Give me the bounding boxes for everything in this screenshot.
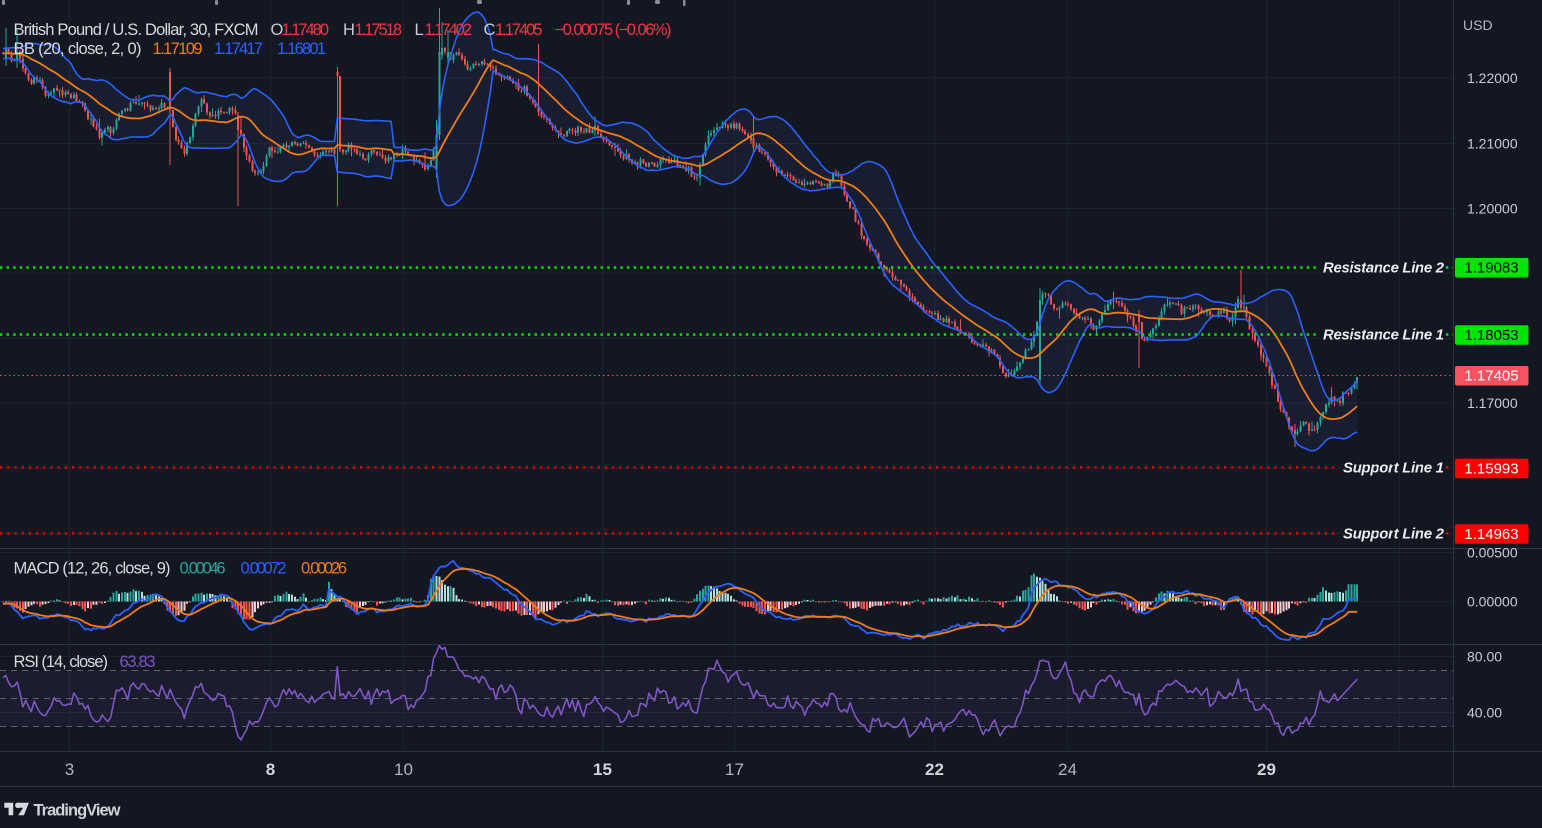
svg-text:80.00: 80.00 xyxy=(1467,649,1502,665)
svg-text:1.20000: 1.20000 xyxy=(1467,201,1518,217)
svg-text:3: 3 xyxy=(65,760,74,779)
svg-text:1.17405: 1.17405 xyxy=(495,21,543,39)
svg-text:22: 22 xyxy=(925,760,944,779)
svg-text:Resistance Line 1: Resistance Line 1 xyxy=(1323,327,1444,344)
svg-text:63.83: 63.83 xyxy=(120,653,156,671)
svg-text:Resistance Line 2: Resistance Line 2 xyxy=(1323,260,1445,277)
svg-text:Support Line 2: Support Line 2 xyxy=(1343,526,1445,543)
svg-text:RSI (14, close): RSI (14, close) xyxy=(14,653,109,671)
svg-text:−0.00075 (−0.06%): −0.00075 (−0.06%) xyxy=(555,21,672,39)
svg-text:1.16801: 1.16801 xyxy=(277,40,326,58)
svg-text:1.17405: 1.17405 xyxy=(1464,368,1518,385)
svg-text:TradingView: TradingView xyxy=(34,802,121,820)
svg-text:24: 24 xyxy=(1058,760,1077,779)
svg-text:C: C xyxy=(484,21,496,39)
svg-text:1.17480: 1.17480 xyxy=(282,21,330,39)
svg-text:1.22000: 1.22000 xyxy=(1467,70,1518,86)
svg-text:1.15993: 1.15993 xyxy=(1464,461,1518,478)
svg-text:0.00026: 0.00026 xyxy=(301,560,347,578)
svg-text:0.00000: 0.00000 xyxy=(1467,594,1518,610)
svg-text:1.18053: 1.18053 xyxy=(1464,327,1518,344)
svg-text:Support Line 1: Support Line 1 xyxy=(1343,460,1444,477)
svg-text:1.14963: 1.14963 xyxy=(1464,526,1518,543)
svg-text:BB (20, close, 2, 0): BB (20, close, 2, 0) xyxy=(14,40,142,58)
svg-text:1.21000: 1.21000 xyxy=(1467,136,1518,152)
svg-text:10: 10 xyxy=(394,760,413,779)
svg-text:O: O xyxy=(271,21,284,39)
svg-text:1.17109: 1.17109 xyxy=(153,40,203,58)
svg-text:1.17402: 1.17402 xyxy=(425,21,473,39)
svg-text:USD: USD xyxy=(1463,17,1493,33)
svg-text:H: H xyxy=(343,21,355,39)
svg-text:1.17000: 1.17000 xyxy=(1467,395,1518,411)
svg-text:MACD (12, 26, close, 9): MACD (12, 26, close, 9) xyxy=(14,560,171,578)
svg-text:29: 29 xyxy=(1257,760,1276,779)
svg-text:0.00500: 0.00500 xyxy=(1467,545,1518,561)
svg-text:0.00072: 0.00072 xyxy=(241,560,287,578)
svg-text:15: 15 xyxy=(593,760,612,779)
svg-text:1.17417: 1.17417 xyxy=(214,40,263,58)
svg-text:40.00: 40.00 xyxy=(1467,705,1502,721)
svg-text:17: 17 xyxy=(725,760,744,779)
svg-text:8: 8 xyxy=(266,760,275,779)
svg-text:1.17518: 1.17518 xyxy=(355,21,403,39)
svg-text:1.19083: 1.19083 xyxy=(1464,260,1518,277)
svg-text:L: L xyxy=(415,21,424,39)
svg-text:British Pound / U.S. Dollar, 3: British Pound / U.S. Dollar, 30, FXCM xyxy=(14,21,259,39)
svg-text:0.00046: 0.00046 xyxy=(180,560,226,578)
